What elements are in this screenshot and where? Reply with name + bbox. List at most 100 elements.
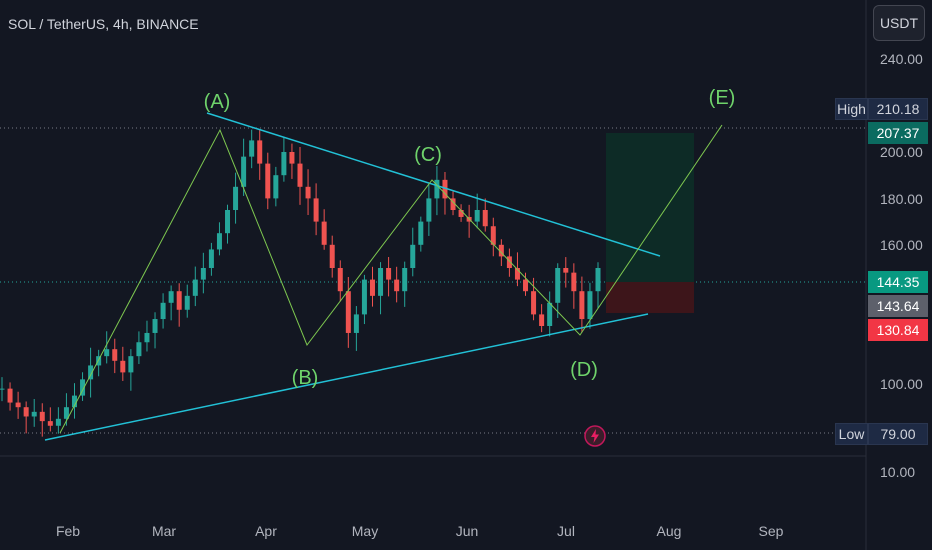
symbol-title[interactable]: SOL / TetherUS, 4h, BINANCE (8, 16, 199, 32)
candle-body (514, 268, 520, 280)
candle-body (579, 291, 585, 320)
candle-body (136, 342, 142, 357)
candle-body (353, 314, 359, 333)
candle-body (128, 356, 134, 373)
wave-label-d: (D) (570, 359, 598, 381)
candles-group (0, 129, 601, 437)
candle-body (216, 233, 222, 250)
candle-body (490, 226, 496, 245)
candle-body (523, 279, 529, 292)
candle-body (192, 279, 198, 296)
currency-button[interactable]: USDT (873, 5, 925, 41)
candle-body (281, 152, 287, 176)
target-zone[interactable] (606, 133, 694, 282)
x-tick-label: Jun (456, 523, 479, 539)
candle-body (321, 221, 327, 245)
candle-body (241, 156, 247, 187)
candle-body (386, 268, 392, 280)
candle-body (80, 379, 86, 396)
candle-body (23, 407, 29, 417)
low-price-tag: 79.00 (868, 423, 928, 445)
candle-body (88, 365, 94, 380)
candle-body (337, 268, 343, 292)
low-label: Low (835, 423, 868, 445)
candle-body (587, 291, 593, 320)
x-tick-label: Feb (56, 523, 80, 539)
candle-body (563, 268, 569, 273)
x-tick-label: Apr (255, 523, 277, 539)
y-tick-label: 180.00 (880, 191, 923, 207)
candle-body (410, 244, 416, 268)
candle-body (555, 268, 561, 303)
candle-body (539, 314, 545, 326)
candle-body (249, 140, 255, 157)
candle-body (474, 210, 480, 222)
candle-body (595, 268, 601, 292)
candle-body (450, 198, 456, 210)
wave-path[interactable] (59, 124, 723, 434)
mid-price-tag: 143.64 (868, 295, 928, 317)
candle-body (112, 349, 118, 361)
candle-body (265, 163, 271, 199)
candle-body (305, 186, 311, 199)
candle-body (0, 388, 5, 390)
candle-body (547, 302, 553, 326)
flash-icon[interactable] (583, 424, 607, 448)
candle-body (434, 179, 440, 199)
candle-body (402, 268, 408, 292)
candle-body (369, 279, 375, 296)
candle-body (176, 291, 182, 310)
candle-body (120, 360, 126, 373)
candle-body (482, 210, 488, 227)
candle-body (378, 268, 384, 296)
upper-trend-line[interactable] (206, 112, 661, 257)
x-tick-label: May (352, 523, 378, 539)
candle-body (345, 291, 351, 333)
candle-body (160, 302, 166, 320)
candle-body (144, 332, 150, 343)
candle-body (31, 411, 37, 417)
candle-body (225, 210, 231, 234)
y-tick-label: 160.00 (880, 237, 923, 253)
x-tick-label: Jul (557, 523, 575, 539)
x-tick-label: Aug (657, 523, 682, 539)
candle-body (394, 279, 400, 292)
candle-body (233, 186, 239, 210)
candle-body (55, 418, 61, 426)
candle-body (273, 175, 279, 199)
candle-body (39, 411, 45, 422)
candle-body (426, 198, 432, 222)
candle-body (531, 291, 537, 315)
candle-body (313, 198, 319, 222)
candle-body (63, 407, 69, 419)
candle-body (208, 249, 214, 268)
candle-body (498, 244, 504, 257)
candle-body (297, 163, 303, 187)
lower-trend-line[interactable] (44, 313, 649, 441)
candle-body (257, 140, 263, 164)
candle-body (571, 272, 577, 292)
stop-zone[interactable] (606, 282, 694, 313)
y-tick-label: 100.00 (880, 376, 923, 392)
target-price-tag: 207.37 (868, 122, 928, 144)
candle-body (418, 221, 424, 245)
candle-body (152, 319, 158, 333)
candle-body (47, 421, 53, 426)
candle-body (7, 388, 13, 403)
candle-body (71, 395, 77, 408)
candle-body (458, 210, 464, 217)
candle-body (289, 152, 295, 164)
candle-body (104, 349, 110, 357)
stop-price-tag: 130.84 (868, 319, 928, 341)
x-tick-label: Mar (152, 523, 176, 539)
candle-body (361, 279, 367, 315)
candle-body (200, 268, 206, 280)
candle-body (329, 244, 335, 268)
wave-label-a: (A) (204, 91, 231, 113)
current-price-tag: 144.35 (868, 271, 928, 293)
y-tick-label: 200.00 (880, 144, 923, 160)
high-price-tag: 210.18 (868, 98, 928, 120)
wave-label-e: (E) (709, 87, 736, 109)
candle-body (506, 256, 512, 268)
